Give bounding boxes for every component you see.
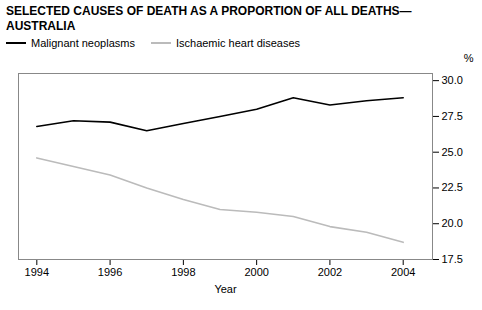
html-text:SELECTED CAUSES OF DEATH AS A: SELECTED CAUSES OF DEATH AS A PROPORTION… <box>6 4 412 33</box>
svg-text:%: % <box>464 52 474 64</box>
svg-text:1996: 1996 <box>98 266 122 278</box>
html-text:Ischaemic heart diseases: Ischaemic heart diseases <box>176 37 301 49</box>
svg-text:2002: 2002 <box>318 266 342 278</box>
svg-text:20.0: 20.0 <box>442 217 463 229</box>
svg-text:1998: 1998 <box>171 266 195 278</box>
svg-text:2000: 2000 <box>244 266 268 278</box>
svg-text:25.0: 25.0 <box>442 146 463 158</box>
svg-text:2004: 2004 <box>391 266 415 278</box>
html-text:Malignant neoplasms: Malignant neoplasms <box>31 37 135 49</box>
svg-text:Year: Year <box>214 283 237 295</box>
svg-text:1994: 1994 <box>25 266 49 278</box>
svg-text:30.0: 30.0 <box>442 74 463 86</box>
svg-text:17.5: 17.5 <box>442 253 463 265</box>
svg-text:22.5: 22.5 <box>442 181 463 193</box>
svg-text:27.5: 27.5 <box>442 110 463 122</box>
